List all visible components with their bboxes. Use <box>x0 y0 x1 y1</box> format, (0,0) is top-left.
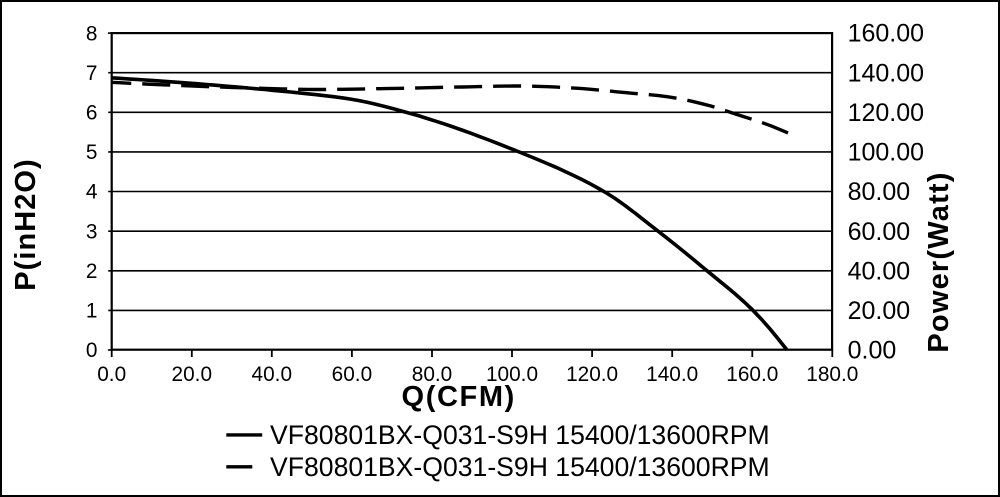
svg-text:8: 8 <box>86 22 98 45</box>
svg-text:40.00: 40.00 <box>848 257 911 285</box>
svg-text:5: 5 <box>86 141 98 164</box>
svg-text:160.0: 160.0 <box>726 363 778 386</box>
svg-text:100.0: 100.0 <box>486 363 538 386</box>
svg-text:VF80801BX-Q031-S9H 15400/13600: VF80801BX-Q031-S9H 15400/13600RPM <box>270 452 770 482</box>
svg-text:VF80801BX-Q031-S9H 15400/13600: VF80801BX-Q031-S9H 15400/13600RPM <box>270 420 770 450</box>
svg-text:0.00: 0.00 <box>848 337 897 365</box>
svg-text:7: 7 <box>86 62 98 85</box>
svg-text:Q(CFM): Q(CFM) <box>402 381 516 413</box>
svg-text:3: 3 <box>86 220 98 243</box>
svg-text:180.0: 180.0 <box>806 363 858 386</box>
svg-text:Power(Watt): Power(Watt) <box>923 171 955 352</box>
svg-text:40.0: 40.0 <box>252 363 292 386</box>
svg-text:20.0: 20.0 <box>172 363 212 386</box>
svg-text:60.0: 60.0 <box>332 363 372 386</box>
svg-text:140.00: 140.00 <box>848 59 924 87</box>
svg-text:0.0: 0.0 <box>97 363 126 386</box>
svg-text:80.00: 80.00 <box>848 178 911 206</box>
svg-text:4: 4 <box>86 181 98 204</box>
svg-text:120.0: 120.0 <box>566 363 618 386</box>
svg-text:P(inH2O): P(inH2O) <box>10 158 42 290</box>
svg-text:80.0: 80.0 <box>412 363 452 386</box>
svg-text:60.00: 60.00 <box>848 218 911 246</box>
svg-text:140.0: 140.0 <box>646 363 698 386</box>
svg-text:2: 2 <box>86 260 98 283</box>
svg-text:120.00: 120.00 <box>848 99 924 127</box>
svg-text:20.00: 20.00 <box>848 297 911 325</box>
svg-text:100.00: 100.00 <box>848 139 924 167</box>
svg-text:160.00: 160.00 <box>848 20 924 48</box>
svg-text:6: 6 <box>86 102 98 125</box>
svg-text:1: 1 <box>86 300 98 323</box>
svg-text:0: 0 <box>86 339 98 362</box>
